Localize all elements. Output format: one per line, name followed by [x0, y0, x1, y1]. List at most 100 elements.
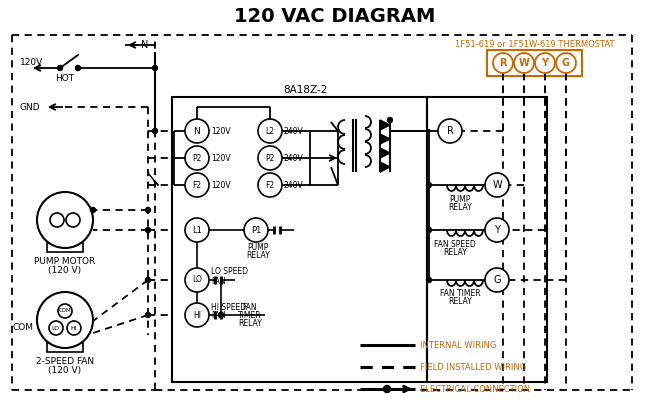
Circle shape [485, 268, 509, 292]
Text: RELAY: RELAY [246, 251, 270, 259]
Text: 120V: 120V [211, 127, 230, 135]
Circle shape [66, 213, 80, 227]
Circle shape [485, 218, 509, 242]
Text: LO: LO [52, 326, 60, 331]
Circle shape [427, 183, 431, 187]
Circle shape [185, 303, 209, 327]
Text: ELECTRICAL CONNECTION: ELECTRICAL CONNECTION [420, 385, 530, 393]
Text: RELAY: RELAY [443, 248, 467, 256]
Circle shape [76, 65, 80, 70]
Circle shape [244, 218, 268, 242]
Circle shape [258, 146, 282, 170]
Circle shape [50, 213, 64, 227]
Circle shape [218, 313, 224, 318]
Text: 240V: 240V [284, 153, 304, 163]
Text: 120V: 120V [211, 181, 230, 189]
Text: 240V: 240V [284, 181, 304, 189]
Text: N: N [194, 127, 200, 135]
Text: F2: F2 [265, 181, 275, 189]
Text: 120V: 120V [20, 57, 44, 67]
Text: PUMP: PUMP [247, 243, 269, 251]
Circle shape [485, 173, 509, 197]
Text: COM: COM [13, 323, 34, 333]
Text: FAN: FAN [243, 303, 257, 311]
Text: LO: LO [192, 276, 202, 285]
Circle shape [218, 313, 224, 318]
Text: PUMP: PUMP [450, 194, 471, 204]
Circle shape [58, 65, 62, 70]
Text: F2: F2 [192, 181, 202, 189]
Text: G: G [493, 275, 500, 285]
Text: FAN: FAN [211, 277, 226, 285]
Text: W: W [519, 58, 529, 68]
Circle shape [153, 65, 157, 70]
Text: P2: P2 [192, 153, 202, 163]
Text: L1: L1 [192, 225, 202, 235]
Text: L2: L2 [265, 127, 275, 135]
Text: P2: P2 [265, 153, 275, 163]
Text: PUMP MOTOR: PUMP MOTOR [34, 258, 96, 266]
Text: N: N [141, 40, 149, 50]
Circle shape [514, 53, 534, 73]
Text: 240V: 240V [284, 127, 304, 135]
Text: HI SPEED: HI SPEED [211, 303, 246, 311]
Text: RELAY: RELAY [448, 202, 472, 212]
Text: INTERNAL WIRING: INTERNAL WIRING [420, 341, 496, 349]
Text: R: R [499, 58, 507, 68]
Text: 8A18Z-2: 8A18Z-2 [283, 85, 327, 95]
Text: 120 VAC DIAGRAM: 120 VAC DIAGRAM [234, 7, 436, 26]
Circle shape [535, 53, 555, 73]
Text: HI: HI [71, 326, 77, 331]
Circle shape [67, 321, 81, 335]
Bar [427, 97, 547, 382]
Circle shape [185, 218, 209, 242]
Text: G: G [562, 58, 570, 68]
Text: R: R [447, 126, 454, 136]
Text: FAN SPEED: FAN SPEED [434, 240, 476, 248]
Circle shape [37, 292, 93, 348]
Text: HOT: HOT [56, 73, 74, 83]
Circle shape [185, 173, 209, 197]
Polygon shape [380, 120, 390, 130]
Circle shape [185, 268, 209, 292]
Circle shape [145, 313, 151, 318]
Bar [172, 97, 427, 382]
Circle shape [58, 304, 72, 318]
Text: 120V: 120V [211, 153, 230, 163]
Circle shape [145, 228, 151, 233]
Text: TIMER: TIMER [239, 310, 262, 320]
Text: COM: COM [59, 308, 71, 313]
Bar [47, 243, 83, 252]
Circle shape [153, 129, 157, 134]
Text: (120 V): (120 V) [48, 367, 82, 375]
Text: FIELD INSTALLED WIRING: FIELD INSTALLED WIRING [420, 362, 526, 372]
Text: 1F51-619 or 1F51W-619 THERMOSTAT: 1F51-619 or 1F51W-619 THERMOSTAT [455, 39, 615, 49]
Text: Y: Y [494, 225, 500, 235]
Circle shape [556, 53, 576, 73]
Text: 2-SPEED FAN: 2-SPEED FAN [36, 357, 94, 367]
Circle shape [438, 119, 462, 143]
Circle shape [185, 119, 209, 143]
Text: P1: P1 [251, 225, 261, 235]
Text: W: W [492, 180, 502, 190]
Polygon shape [380, 134, 390, 144]
Circle shape [387, 117, 393, 122]
Text: FAN TIMER: FAN TIMER [440, 290, 480, 298]
Circle shape [427, 228, 431, 233]
Text: RELAY: RELAY [448, 297, 472, 307]
Text: HI: HI [193, 310, 201, 320]
Circle shape [37, 192, 93, 248]
Circle shape [145, 277, 151, 282]
Bar [487, 50, 582, 76]
Polygon shape [380, 162, 390, 172]
Text: LO SPEED: LO SPEED [211, 267, 248, 277]
Text: GND: GND [20, 103, 41, 111]
Text: RELAY: RELAY [238, 318, 262, 328]
Circle shape [185, 146, 209, 170]
Circle shape [145, 207, 151, 212]
Circle shape [427, 277, 431, 282]
Text: Y: Y [541, 58, 549, 68]
Circle shape [493, 53, 513, 73]
Text: FAN: FAN [211, 311, 226, 321]
Circle shape [49, 321, 63, 335]
